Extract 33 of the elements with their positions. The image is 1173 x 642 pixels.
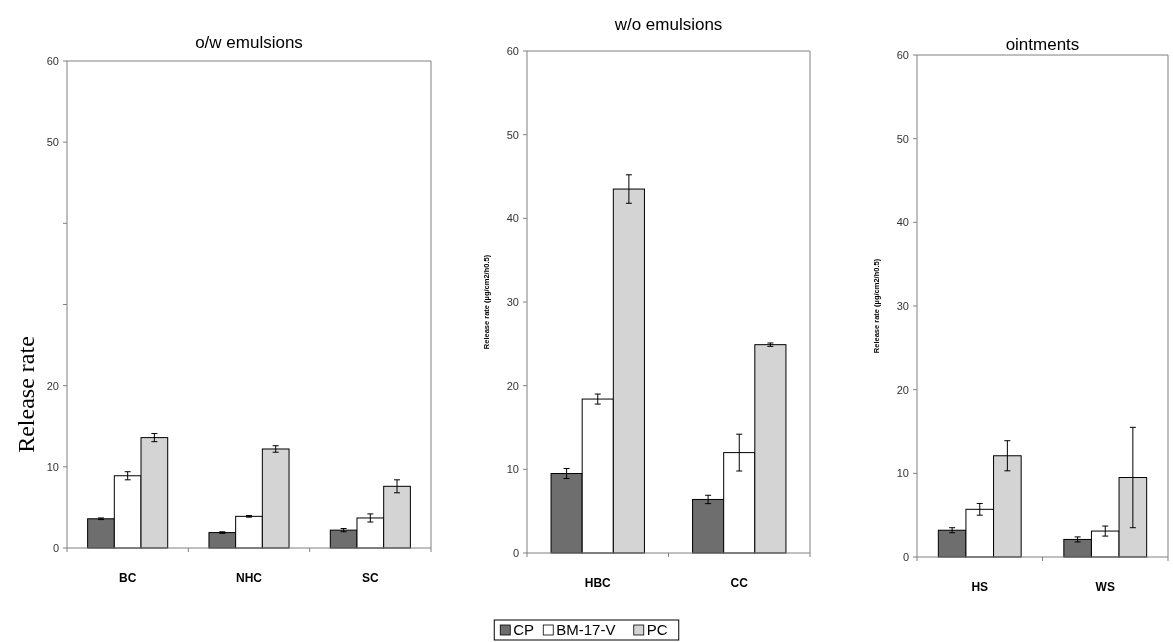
- y-tick-label: 50: [506, 128, 519, 141]
- y-tick-label: 60: [896, 48, 909, 61]
- x-tick-label: WS: [1095, 580, 1115, 594]
- y-tick-label: 0: [902, 550, 909, 563]
- y-tick-label: 40: [506, 212, 519, 225]
- chart-title: ointments: [1005, 35, 1080, 54]
- y-tick-label: 30: [506, 295, 519, 308]
- y-tick-label: 10: [896, 467, 909, 480]
- y-tick-label: 10: [506, 463, 519, 476]
- x-tick-label: BC: [118, 571, 137, 585]
- legend-label: PC: [646, 621, 668, 638]
- y-tick-label: 60: [46, 54, 59, 67]
- y-tick-label: 10: [46, 460, 59, 473]
- x-tick-label: SC: [362, 571, 379, 585]
- x-tick-label: NHC: [236, 571, 263, 585]
- y-tick-label: 20: [46, 379, 59, 392]
- y-tick-label: 40: [896, 216, 909, 229]
- chart-title: w/o emulsions: [613, 15, 723, 34]
- y-tick-label: 50: [46, 136, 59, 149]
- y-tick-label: 0: [512, 546, 519, 559]
- y-tick-label: 30: [896, 299, 909, 312]
- chart-title: o/w emulsions: [195, 33, 303, 52]
- y-tick-label: 20: [896, 383, 909, 396]
- legend-label: CP: [513, 621, 535, 638]
- y-axis-title: Release rate: [13, 336, 39, 453]
- y-tick-label: 0: [52, 541, 59, 554]
- legend-label: BM-17-V: [556, 621, 616, 638]
- x-tick-label: HBC: [584, 576, 612, 590]
- y-tick-label: 50: [896, 132, 909, 145]
- y-tick-label: 20: [506, 379, 519, 392]
- y-tick-label: 60: [506, 44, 519, 57]
- x-tick-label: HS: [971, 580, 989, 594]
- x-tick-label: CC: [730, 576, 749, 590]
